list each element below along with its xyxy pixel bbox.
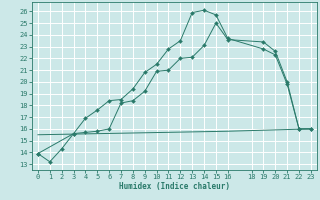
X-axis label: Humidex (Indice chaleur): Humidex (Indice chaleur) (119, 182, 230, 191)
